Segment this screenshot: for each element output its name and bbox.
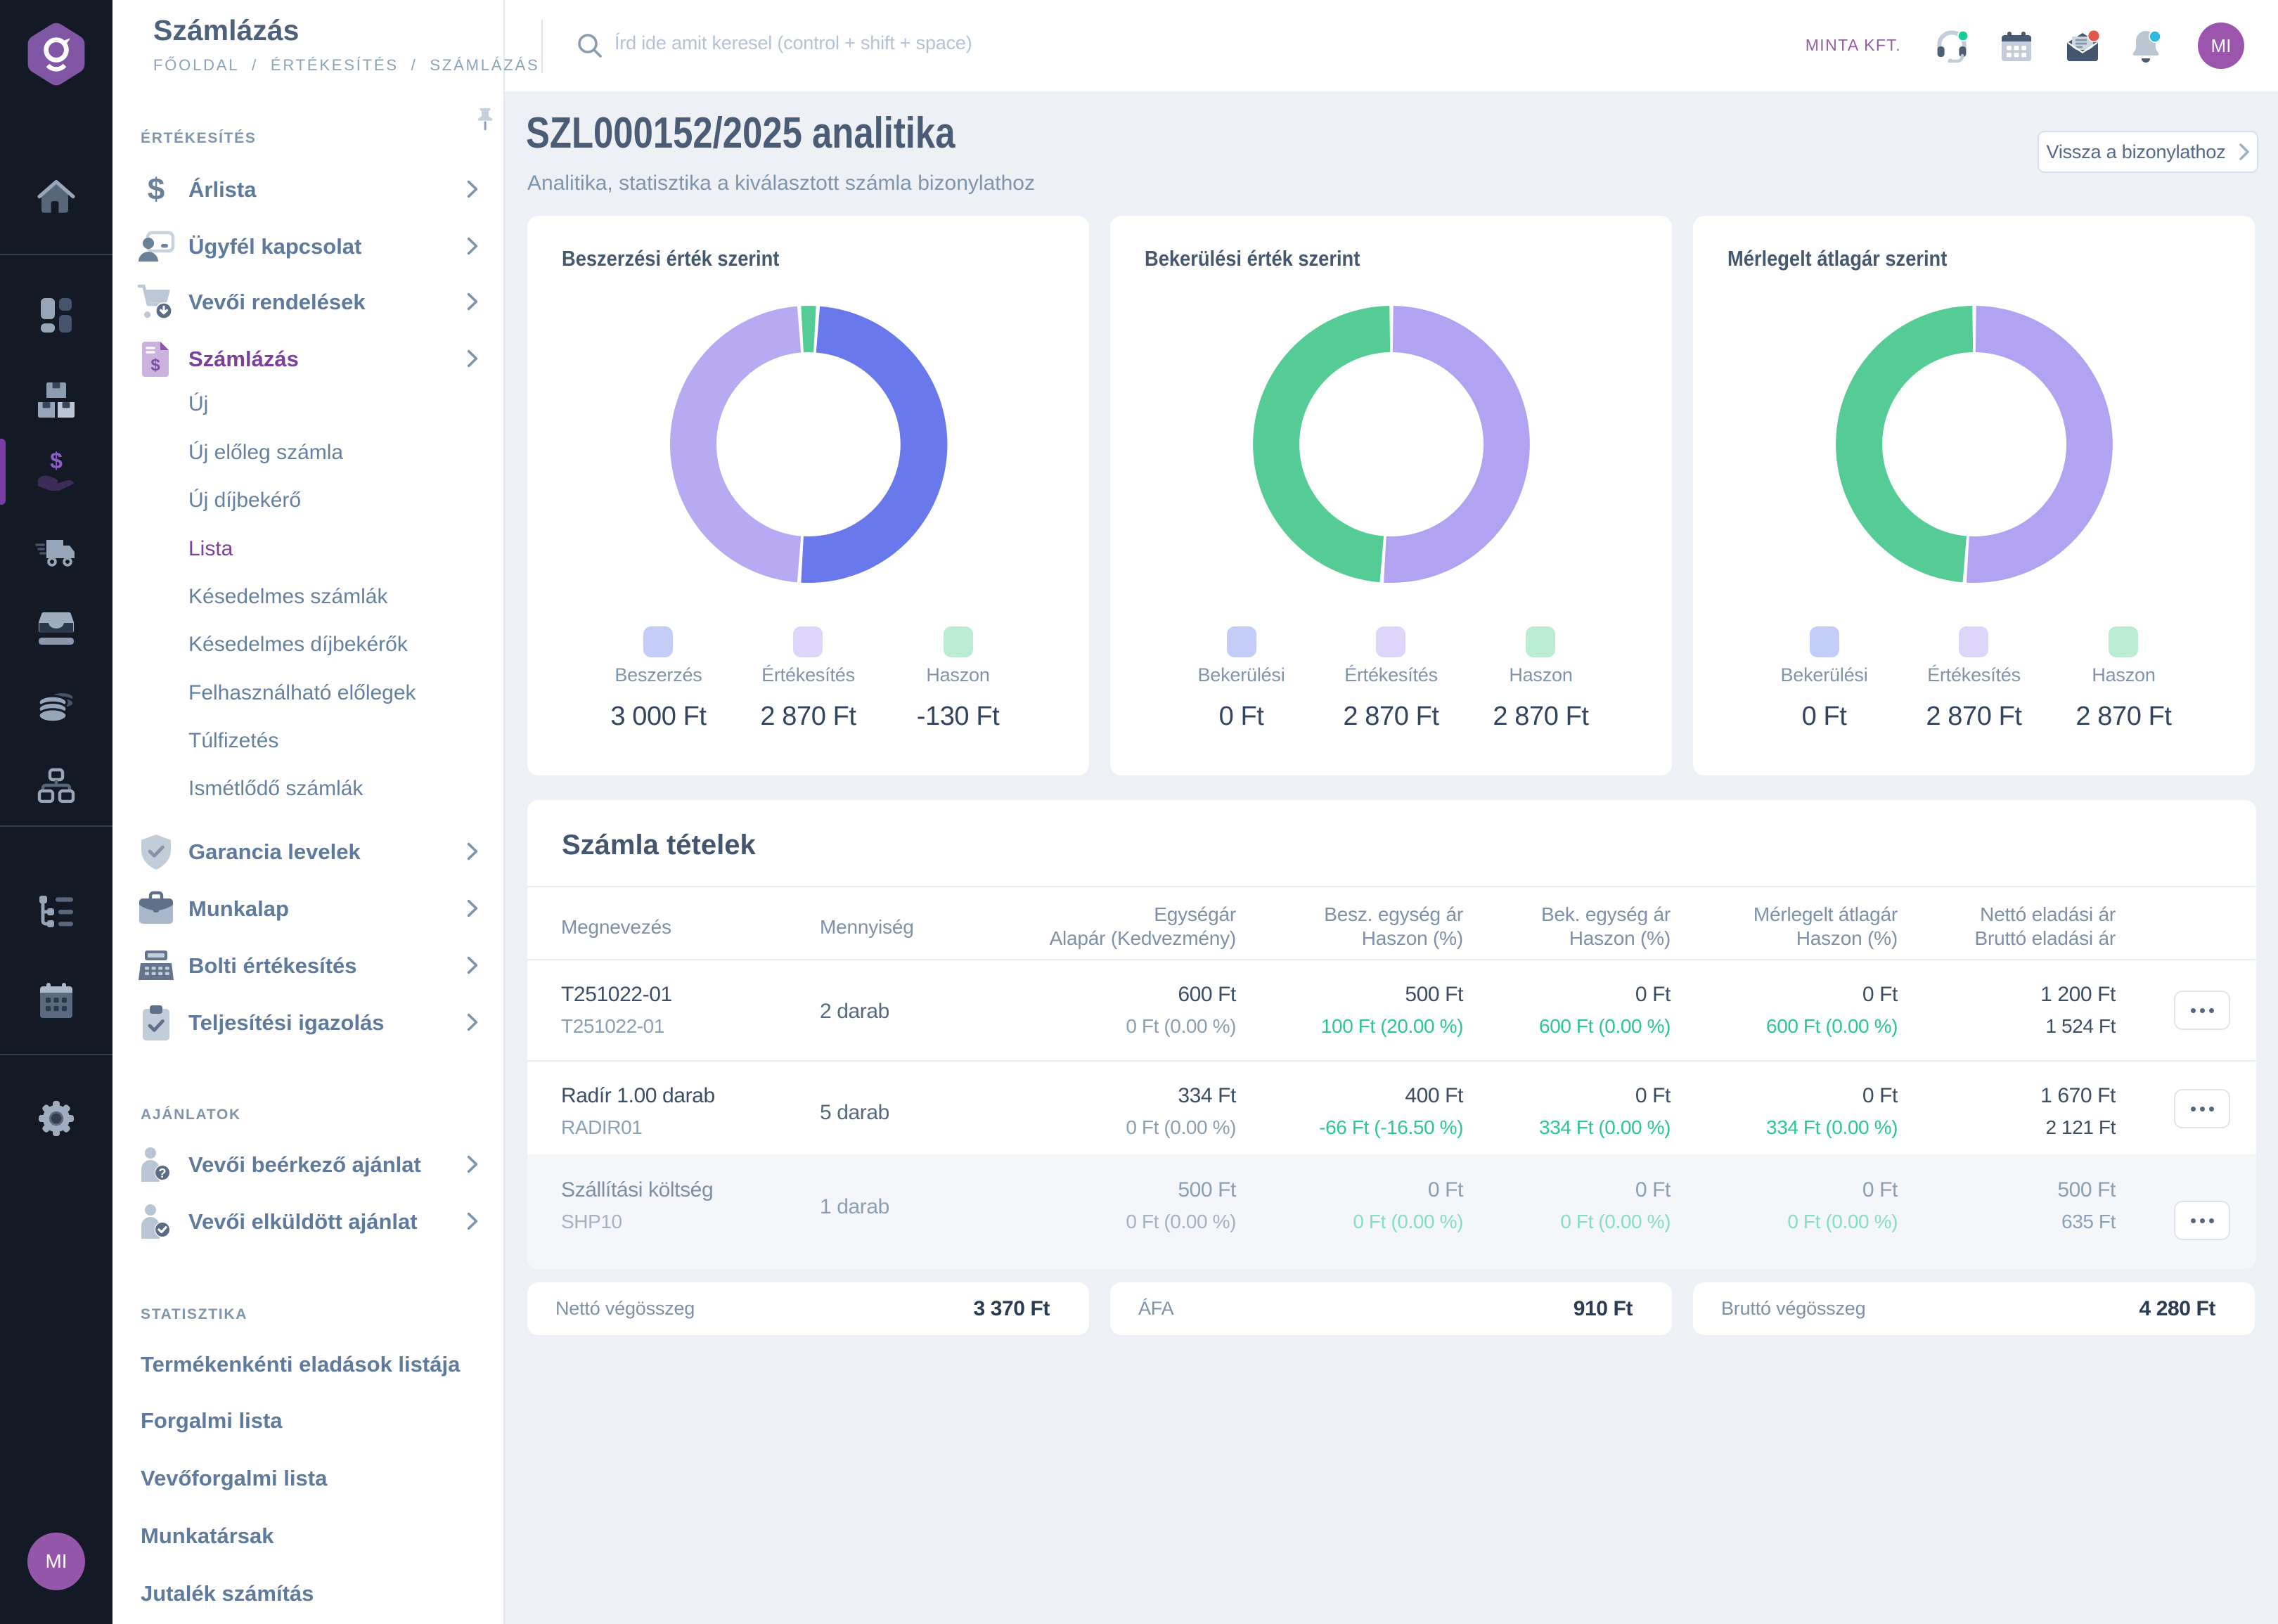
svg-text:$: $ [148,172,165,207]
svg-text:$: $ [50,449,63,473]
svg-text:$: $ [150,356,160,375]
svg-text:?: ? [159,1166,167,1180]
